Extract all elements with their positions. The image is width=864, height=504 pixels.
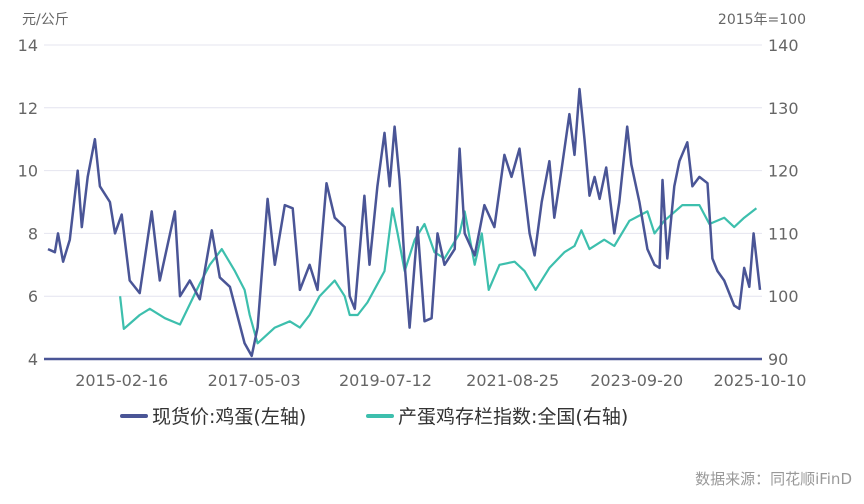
x-tick-label: 2025-10-10 bbox=[714, 371, 807, 390]
right-axis-unit: 2015年=100 bbox=[718, 12, 806, 28]
left-tick-label: 6 bbox=[28, 287, 38, 306]
right-tick-label: 140 bbox=[768, 36, 799, 55]
legend: 现货价:鸡蛋(左轴) 产蛋鸡存栏指数:全国(右轴) bbox=[120, 406, 628, 428]
left-tick-label: 8 bbox=[28, 224, 38, 243]
left-axis: 14 12 10 8 6 4 bbox=[18, 36, 38, 369]
legend-label-index: 产蛋鸡存栏指数:全国(右轴) bbox=[398, 406, 628, 428]
right-tick-label: 130 bbox=[768, 99, 799, 118]
source-note: 数据来源：同花顺iFinD bbox=[695, 470, 852, 488]
right-tick-label: 90 bbox=[768, 350, 788, 369]
left-axis-unit: 元/公斤 bbox=[22, 12, 69, 28]
left-tick-label: 12 bbox=[18, 99, 38, 118]
right-tick-label: 120 bbox=[768, 162, 799, 181]
series-lines bbox=[47, 87, 762, 358]
legend-item-price[interactable]: 现货价:鸡蛋(左轴) bbox=[120, 406, 306, 428]
x-tick-label: 2015-02-16 bbox=[75, 371, 168, 390]
left-tick-label: 4 bbox=[28, 350, 38, 369]
series-line-layer-index bbox=[119, 204, 758, 345]
right-tick-label: 100 bbox=[768, 287, 799, 306]
legend-label-price: 现货价:鸡蛋(左轴) bbox=[152, 406, 306, 428]
x-axis: 2015-02-16 2017-05-03 2019-07-12 2021-08-25… bbox=[75, 371, 806, 390]
right-tick-label: 110 bbox=[768, 224, 799, 243]
x-tick-label: 2019-07-12 bbox=[339, 371, 432, 390]
left-tick-label: 10 bbox=[18, 162, 38, 181]
x-tick-label: 2023-09-20 bbox=[590, 371, 683, 390]
gridlines bbox=[44, 44, 762, 297]
x-tick-label: 2021-08-25 bbox=[466, 371, 559, 390]
legend-item-index[interactable]: 产蛋鸡存栏指数:全国(右轴) bbox=[366, 406, 628, 428]
right-axis: 140 130 120 110 100 90 bbox=[768, 36, 799, 369]
x-tick-label: 2017-05-03 bbox=[208, 371, 301, 390]
series-line-egg-price bbox=[47, 87, 762, 358]
left-tick-label: 14 bbox=[18, 36, 38, 55]
